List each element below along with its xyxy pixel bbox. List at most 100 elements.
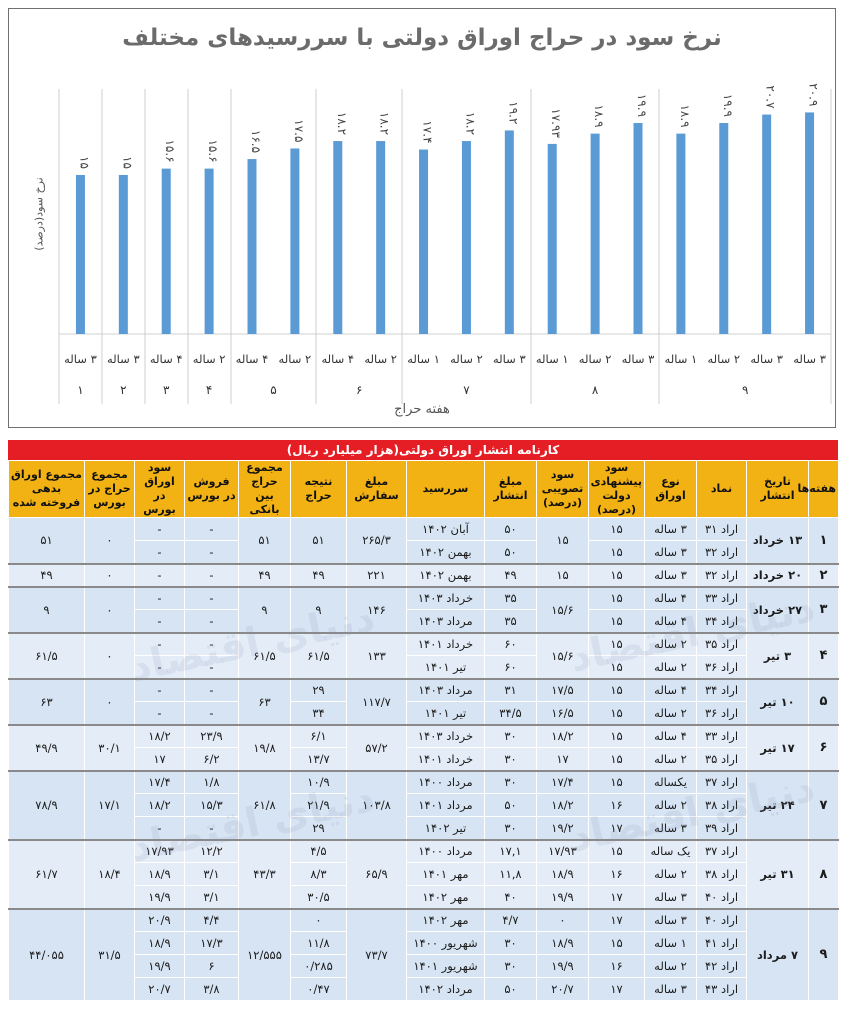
approved-rate-cell: ۱۸/۲	[536, 793, 589, 817]
chart-bar	[161, 168, 171, 334]
column-header: هفته‌ها	[798, 460, 839, 518]
bourse-sale-cell: ۴/۴	[184, 907, 239, 932]
bond-issuance-table: هفته‌ها تاریخ انتشار نماد نوع اوراق سود پیشن…	[8, 460, 839, 1001]
table-row: اراد ۳۵ ۲ ساله ۱۵ ۱۷ ۳۰ خرداد ۱۴۰۱ ۱۳/۷ ۶/۲ ۱۷	[9, 747, 839, 771]
table-row: اراد ۳۸ ۲ ساله ۱۶ ۱۸/۹ ۱۱,۸ مهر ۱۴۰۱ ۸/۳ ۳/۱ ۱۸/…	[9, 862, 839, 886]
chart-x-tick-label: ۴ ساله	[236, 352, 269, 366]
bourse-yield-cell: ۱۹/۹	[134, 954, 185, 978]
chart-data-label: ۱۵	[77, 156, 91, 169]
maturity-cell: بهمن ۱۴۰۲	[406, 540, 485, 564]
order-amount-cell: ۷۳/۷	[346, 907, 407, 1001]
bond-type-cell: ۳ ساله	[644, 517, 697, 541]
bourse-yield-cell: ۱۸/۲	[134, 793, 185, 817]
approved-rate-cell: ۱۵	[536, 517, 589, 564]
chart-data-label: ۱۹.۹	[721, 94, 735, 117]
approved-rate-cell: ۰	[536, 907, 589, 932]
auction-result-cell: ۱۳/۷	[290, 747, 347, 771]
proposed-rate-cell: ۱۵	[588, 585, 645, 610]
maturity-cell: شهریور ۱۴۰۱	[406, 954, 485, 978]
auction-result-cell: ۴۹	[290, 562, 347, 587]
auction-result-cell: ۴/۵	[290, 838, 347, 863]
maturity-cell: تیر ۱۴۰۱	[406, 655, 485, 679]
issue-amount-cell: ۴۰	[484, 885, 537, 909]
chart-group-label: ۴	[206, 383, 212, 397]
approved-rate-cell: ۱۸/۲	[536, 723, 589, 748]
auction-result-cell: ۳۴	[290, 701, 347, 725]
issue-amount-cell: ۱۱,۸	[484, 862, 537, 886]
maturity-cell: خرداد ۱۴۰۳	[406, 585, 485, 610]
chart-data-label: ۱۹.۹	[635, 94, 649, 117]
maturity-cell: بهمن ۱۴۰۲	[406, 562, 485, 587]
table-row: ۳ ۲۷ خرداد اراد ۳۳ ۴ ساله ۱۵ ۱۵/۶ ۳۵ خرداد ۱۴۰۳…	[8, 585, 839, 633]
auction-result-cell: ۵۱	[290, 517, 347, 564]
symbol-cell: اراد ۳۴	[696, 609, 747, 633]
chart-data-label: ۱۷.۵	[292, 119, 306, 142]
interbank-total-cell: ۶۱/۵	[238, 631, 291, 679]
bourse-yield-cell: ۱۷/۹۳	[134, 838, 185, 863]
proposed-rate-cell: ۱۵	[588, 701, 645, 725]
chart-x-tick-label: ۳ ساله	[493, 352, 526, 366]
bond-type-cell: ۲ ساله	[644, 747, 697, 771]
issue-amount-cell: ۳۰	[484, 747, 537, 771]
issue-amount-cell: ۳۵	[484, 585, 537, 610]
chart-bar	[633, 123, 643, 334]
bourse-sale-cell: -	[184, 585, 239, 610]
order-amount-cell: ۶۵/۹	[346, 838, 407, 909]
column-header: نتیجه حراج	[290, 460, 347, 518]
chart-data-label: ۲۰.۷	[764, 85, 778, 109]
bond-issuance-table-panel: کارنامه انتشار اوراق دولتی(هزار میلیارد …	[8, 440, 839, 1001]
issue-amount-cell: ۵۰	[484, 517, 537, 541]
maturity-cell: خرداد ۱۴۰۳	[406, 723, 485, 748]
sold-total-cell: ۴۴/۰۵۵	[8, 907, 85, 1001]
chart-group-label: ۹	[742, 383, 748, 397]
bond-type-cell: ۲ ساله	[644, 701, 697, 725]
sold-total-cell: ۹	[8, 585, 85, 633]
bourse-yield-cell: -	[134, 540, 185, 564]
bourse-sale-cell: -	[184, 655, 239, 679]
proposed-rate-cell: ۱۵	[588, 631, 645, 656]
approved-rate-cell: ۱۷	[536, 747, 589, 771]
interbank-total-cell: ۴۹	[238, 562, 291, 587]
issue-date-cell: ۷ مرداد	[746, 907, 809, 1001]
maturity-cell: مرداد ۱۴۰۳	[406, 677, 485, 702]
maturity-cell: مهر ۱۴۰۱	[406, 862, 485, 886]
issue-amount-cell: ۴/۷	[484, 907, 537, 932]
chart-data-label: ۱۸.۲	[378, 112, 392, 135]
maturity-cell: آبان ۱۴۰۲	[406, 517, 485, 541]
bond-type-cell: یکساله	[644, 769, 697, 794]
chart-data-label: ۱۷.۹۳	[549, 108, 563, 138]
bourse-total-cell: ۱۷/۱	[84, 769, 135, 840]
bourse-sale-cell: ۶/۲	[184, 747, 239, 771]
bond-type-cell: ۳ ساله	[644, 977, 697, 1001]
chart-x-tick-label: ۳ ساله	[64, 352, 97, 366]
bourse-total-cell: ۱۸/۴	[84, 838, 135, 909]
bourse-yield-cell: ۱۸/۹	[134, 931, 185, 955]
table-row: اراد ۳۴ ۴ ساله ۱۵ ۳۵ مرداد ۱۴۰۳ - -	[9, 609, 839, 633]
week-number-cell: ۲	[808, 562, 839, 587]
approved-rate-cell: ۱۷/۴	[536, 769, 589, 794]
symbol-cell: اراد ۳۷	[696, 838, 747, 863]
bourse-sale-cell: ۶	[184, 954, 239, 978]
chart-data-label: ۱۵.۶	[206, 139, 220, 162]
chart-bar	[762, 114, 772, 334]
issue-amount-cell: ۳۰	[484, 954, 537, 978]
maturity-cell: مرداد ۱۴۰۳	[406, 609, 485, 633]
proposed-rate-cell: ۱۵	[588, 562, 645, 587]
bourse-yield-cell: -	[134, 631, 185, 656]
table-row: ۸ ۳۱ تیر اراد ۳۷ یک ساله ۱۵ ۱۷/۹۳ ۱۷,۱ مرداد ۱۴…	[8, 838, 839, 909]
chart-data-label: ۱۵	[120, 156, 134, 169]
approved-rate-cell: ۱۹/۹	[536, 954, 589, 978]
bourse-sale-cell: -	[184, 540, 239, 564]
bourse-yield-cell: ۱۸/۲	[134, 723, 185, 748]
issue-date-cell: ۱۰ تیر	[746, 677, 809, 725]
chart-data-label: ۱۸.۲	[335, 112, 349, 135]
chart-panel: نرخ سود در حراج اوراق دولتی با سررسیدهای…	[8, 8, 836, 428]
bond-type-cell: ۴ ساله	[644, 723, 697, 748]
bond-type-cell: ۱ ساله	[644, 931, 697, 955]
bourse-sale-cell: -	[184, 631, 239, 656]
chart-bar	[118, 174, 128, 334]
chart-bar	[333, 141, 343, 334]
chart-x-tick-label: ۲ ساله	[579, 352, 612, 366]
table-row: ۷ ۲۴ تیر اراد ۳۷ یکساله ۱۵ ۱۷/۴ ۳۰ مرداد ۱۴۰۰ ۱۰…	[8, 769, 839, 840]
